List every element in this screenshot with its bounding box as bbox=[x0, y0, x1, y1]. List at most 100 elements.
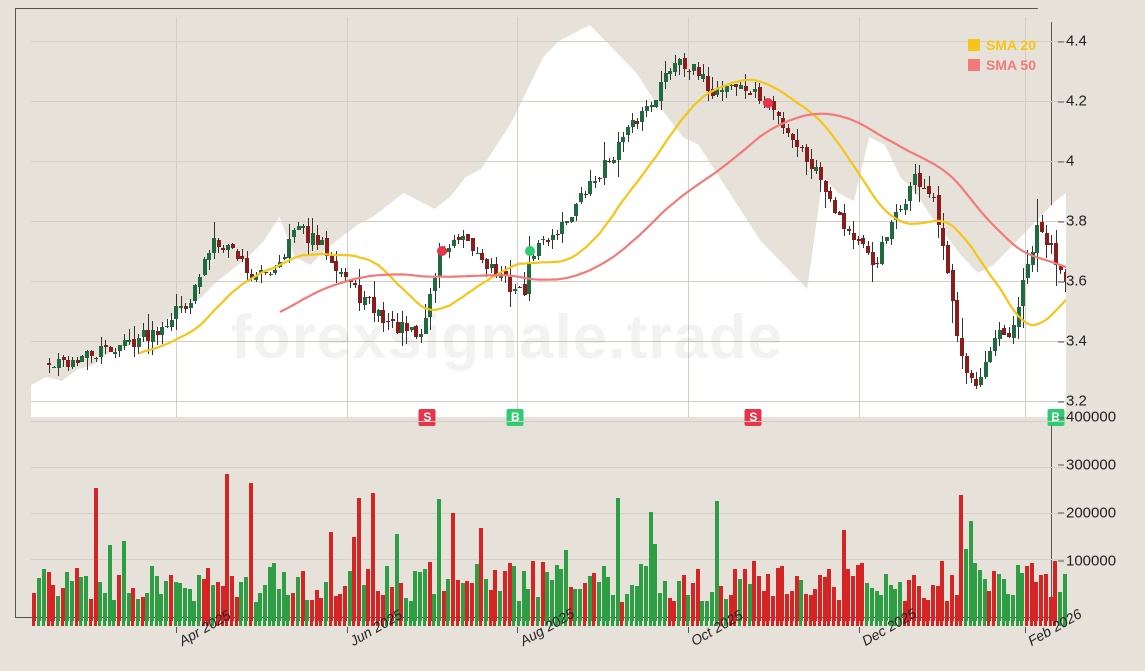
volume-bar[interactable] bbox=[541, 562, 545, 621]
volume-bar[interactable] bbox=[178, 583, 182, 621]
volume-bar[interactable] bbox=[51, 585, 55, 621]
volume-bar[interactable] bbox=[776, 568, 780, 621]
volume-bar[interactable] bbox=[338, 594, 342, 621]
volume-bar[interactable] bbox=[818, 575, 822, 621]
volume-bar[interactable] bbox=[244, 577, 248, 621]
volume-bar[interactable] bbox=[37, 578, 41, 621]
volume-bar[interactable] bbox=[155, 576, 159, 621]
volume-bar[interactable] bbox=[950, 575, 954, 621]
volume-bar[interactable] bbox=[804, 594, 808, 621]
volume-bar[interactable] bbox=[983, 579, 987, 621]
volume-bar[interactable] bbox=[235, 597, 239, 621]
volume-bar[interactable] bbox=[625, 594, 629, 621]
volume-bar[interactable] bbox=[865, 583, 869, 621]
volume-bar[interactable] bbox=[315, 590, 319, 621]
volume-bar[interactable] bbox=[653, 544, 657, 621]
volume-bar[interactable] bbox=[827, 569, 831, 621]
volume-bar[interactable] bbox=[517, 601, 521, 621]
volume-bar[interactable] bbox=[131, 588, 135, 621]
volume-bar[interactable] bbox=[592, 573, 596, 621]
volume-bar[interactable] bbox=[771, 596, 775, 622]
volume-bar[interactable] bbox=[169, 575, 173, 621]
volume-bar[interactable] bbox=[526, 589, 530, 621]
volume-bar[interactable] bbox=[846, 569, 850, 621]
volume-bar[interactable] bbox=[79, 577, 83, 621]
volume-bar[interactable] bbox=[955, 595, 959, 621]
volume-bar[interactable] bbox=[423, 569, 427, 621]
sell-marker-dot[interactable] bbox=[437, 246, 447, 256]
volume-bar[interactable] bbox=[691, 583, 695, 621]
volume-bar[interactable] bbox=[413, 571, 417, 621]
volume-bar[interactable] bbox=[1011, 595, 1015, 621]
volume-bar[interactable] bbox=[112, 600, 116, 621]
volume-bar[interactable] bbox=[470, 583, 474, 621]
volume-bar[interactable] bbox=[630, 585, 634, 621]
volume-bar[interactable] bbox=[658, 593, 662, 621]
volume-bar[interactable] bbox=[743, 569, 747, 621]
volume-bar[interactable] bbox=[230, 576, 234, 621]
volume-bar[interactable] bbox=[922, 598, 926, 621]
volume-bar[interactable] bbox=[428, 562, 432, 621]
volume-bar[interactable] bbox=[479, 528, 483, 621]
volume-bar[interactable] bbox=[183, 588, 187, 621]
volume-bar[interactable] bbox=[493, 570, 497, 621]
volume-bar[interactable] bbox=[700, 601, 704, 621]
volume-bar[interactable] bbox=[978, 570, 982, 621]
volume-bar[interactable] bbox=[418, 572, 422, 621]
volume-bar[interactable] bbox=[70, 581, 74, 621]
volume-bar[interactable] bbox=[1020, 573, 1024, 621]
volume-bar[interactable] bbox=[98, 582, 102, 621]
volume-bar[interactable] bbox=[446, 579, 450, 621]
volume-bar[interactable] bbox=[188, 589, 192, 621]
volume-bar[interactable] bbox=[813, 589, 817, 621]
volume-bar[interactable] bbox=[174, 582, 178, 621]
volume-bar[interactable] bbox=[272, 563, 276, 621]
volume-bar[interactable] bbox=[748, 584, 752, 621]
volume-bar[interactable] bbox=[677, 581, 681, 621]
sell-marker-dot[interactable] bbox=[763, 98, 773, 108]
volume-bar[interactable] bbox=[545, 572, 549, 621]
volume-bar[interactable] bbox=[1025, 566, 1029, 621]
volume-bar[interactable] bbox=[606, 577, 610, 621]
volume-bar[interactable] bbox=[150, 566, 154, 621]
volume-bar[interactable] bbox=[145, 593, 149, 621]
volume-bar[interactable] bbox=[409, 601, 413, 621]
volume-bar[interactable] bbox=[884, 574, 888, 621]
volume-bar[interactable] bbox=[249, 483, 253, 621]
volume-bar[interactable] bbox=[578, 589, 582, 621]
volume-bar[interactable] bbox=[89, 599, 93, 621]
volume-bar[interactable] bbox=[879, 595, 883, 621]
volume-bar[interactable] bbox=[823, 577, 827, 621]
volume-bar[interactable] bbox=[56, 596, 60, 621]
volume-bar[interactable] bbox=[682, 575, 686, 621]
volume-bar[interactable] bbox=[832, 587, 836, 621]
volume-bar[interactable] bbox=[268, 567, 272, 621]
volume-bar[interactable] bbox=[531, 561, 535, 621]
volume-bar[interactable] bbox=[334, 596, 338, 621]
volume-bar[interactable] bbox=[616, 498, 620, 621]
volume-bar[interactable] bbox=[503, 571, 507, 621]
volume-bar[interactable] bbox=[875, 591, 879, 621]
volume-bar[interactable] bbox=[301, 571, 305, 621]
volume-bar[interactable] bbox=[324, 582, 328, 621]
volume-bar[interactable] bbox=[959, 495, 963, 621]
volume-bar[interactable] bbox=[206, 568, 210, 621]
volume-bar[interactable] bbox=[588, 576, 592, 621]
volume-bar[interactable] bbox=[644, 566, 648, 621]
volume-bar[interactable] bbox=[202, 579, 206, 621]
volume-bar[interactable] bbox=[1049, 597, 1053, 621]
volume-bar[interactable] bbox=[842, 530, 846, 621]
volume-bar[interactable] bbox=[456, 580, 460, 621]
volume-bar[interactable] bbox=[1016, 565, 1020, 621]
volume-bar[interactable] bbox=[366, 569, 370, 621]
volume-bar[interactable] bbox=[329, 532, 333, 621]
volume-bar[interactable] bbox=[75, 568, 79, 621]
volume-bar[interactable] bbox=[668, 598, 672, 621]
volume-bar[interactable] bbox=[1030, 563, 1034, 621]
volume-bar[interactable] bbox=[263, 585, 267, 621]
volume-bar[interactable] bbox=[762, 591, 766, 621]
volume-bar[interactable] bbox=[635, 586, 639, 621]
volume-bar[interactable] bbox=[705, 601, 709, 621]
volume-bar[interactable] bbox=[127, 593, 131, 621]
volume-bar[interactable] bbox=[103, 593, 107, 621]
